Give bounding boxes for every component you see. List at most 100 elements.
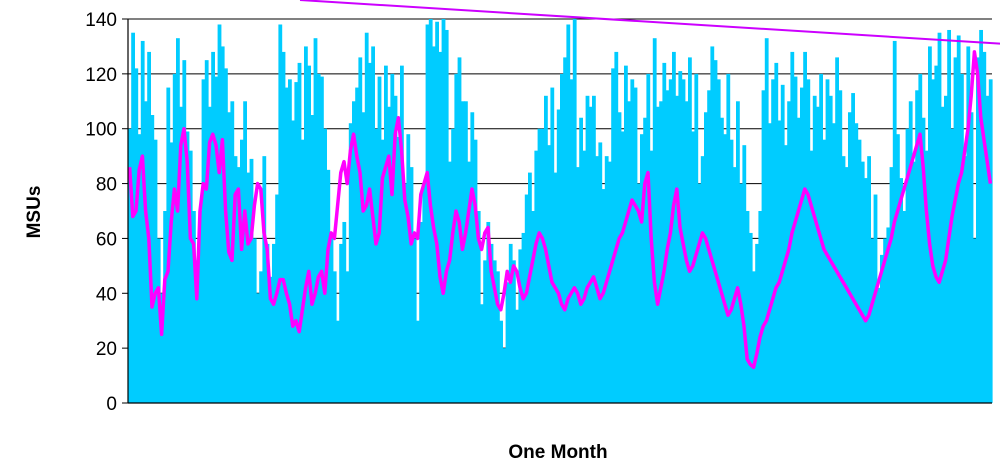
bar xyxy=(390,73,395,404)
bar xyxy=(608,161,612,403)
bar xyxy=(972,238,977,403)
bar xyxy=(435,21,439,404)
bar xyxy=(444,29,449,403)
bar xyxy=(617,112,622,403)
bar xyxy=(483,260,487,403)
bar xyxy=(780,84,785,403)
y-tick-label: 80 xyxy=(96,175,117,196)
bar xyxy=(169,142,174,403)
bar xyxy=(201,79,206,403)
y-tick-label: 0 xyxy=(106,394,117,415)
bar xyxy=(864,178,868,403)
bar xyxy=(598,142,603,403)
bar xyxy=(137,134,142,403)
bar xyxy=(134,68,139,404)
bar xyxy=(195,260,199,403)
bar xyxy=(214,76,219,403)
bar xyxy=(521,232,526,403)
bar xyxy=(361,112,366,403)
bar xyxy=(563,57,567,404)
bar xyxy=(217,24,222,404)
bar xyxy=(409,167,414,403)
bar xyxy=(326,169,331,403)
series-line xyxy=(127,50,993,370)
bar xyxy=(412,238,417,403)
bar xyxy=(889,167,894,403)
bar xyxy=(265,243,270,403)
bar xyxy=(761,90,766,403)
bar xyxy=(848,112,852,403)
bar xyxy=(358,57,363,404)
bar xyxy=(425,24,430,404)
bar xyxy=(716,79,721,403)
bar xyxy=(208,106,212,404)
bar xyxy=(499,320,503,403)
bar xyxy=(812,95,817,404)
bar xyxy=(630,79,635,403)
bar xyxy=(438,51,443,403)
bar xyxy=(857,139,862,403)
bar xyxy=(204,60,209,403)
bar xyxy=(867,156,871,403)
bar xyxy=(764,38,769,403)
bar xyxy=(454,73,459,404)
bar xyxy=(304,46,308,404)
bar xyxy=(473,139,478,403)
bar xyxy=(668,79,673,403)
bar xyxy=(179,106,183,404)
bar xyxy=(649,150,654,403)
bar xyxy=(732,167,737,403)
bar xyxy=(540,128,545,403)
bar xyxy=(950,128,955,403)
annotations xyxy=(299,0,1000,45)
bar xyxy=(272,243,276,403)
bar xyxy=(966,46,971,404)
bar xyxy=(956,35,961,404)
bar xyxy=(572,19,577,403)
bar xyxy=(720,117,724,404)
bar xyxy=(211,51,215,403)
bar xyxy=(921,117,926,404)
bar xyxy=(508,243,513,403)
bar xyxy=(156,238,161,403)
bar xyxy=(579,117,583,404)
bar xyxy=(688,57,692,404)
bar xyxy=(387,106,391,404)
bar xyxy=(860,161,865,403)
bar xyxy=(902,211,907,403)
bar xyxy=(704,112,708,403)
bar xyxy=(592,95,596,404)
bar xyxy=(419,221,423,403)
y-tick-label: 120 xyxy=(85,65,117,86)
bar xyxy=(252,238,257,403)
bar xyxy=(332,271,337,403)
bar xyxy=(336,320,340,403)
bar xyxy=(550,87,555,403)
y-tick-label: 140 xyxy=(85,10,117,31)
bar xyxy=(662,62,667,403)
bar xyxy=(355,87,359,403)
bar xyxy=(460,101,465,403)
bar xyxy=(713,60,718,403)
bar xyxy=(982,51,987,403)
bar xyxy=(560,73,564,404)
bar xyxy=(643,117,647,404)
bar xyxy=(515,309,519,403)
bar xyxy=(505,282,510,403)
bar xyxy=(777,120,782,404)
bar xyxy=(963,156,967,403)
bar xyxy=(870,238,875,403)
bar xyxy=(838,90,843,403)
bar xyxy=(524,194,529,403)
bar xyxy=(172,73,177,404)
bar xyxy=(262,156,267,403)
bar xyxy=(300,139,305,403)
bar xyxy=(537,128,542,403)
bar xyxy=(352,101,356,403)
bar xyxy=(384,65,388,403)
bar xyxy=(684,101,689,403)
bar xyxy=(163,211,167,403)
bar xyxy=(937,32,942,404)
bar xyxy=(899,178,903,403)
bar xyxy=(816,106,820,404)
